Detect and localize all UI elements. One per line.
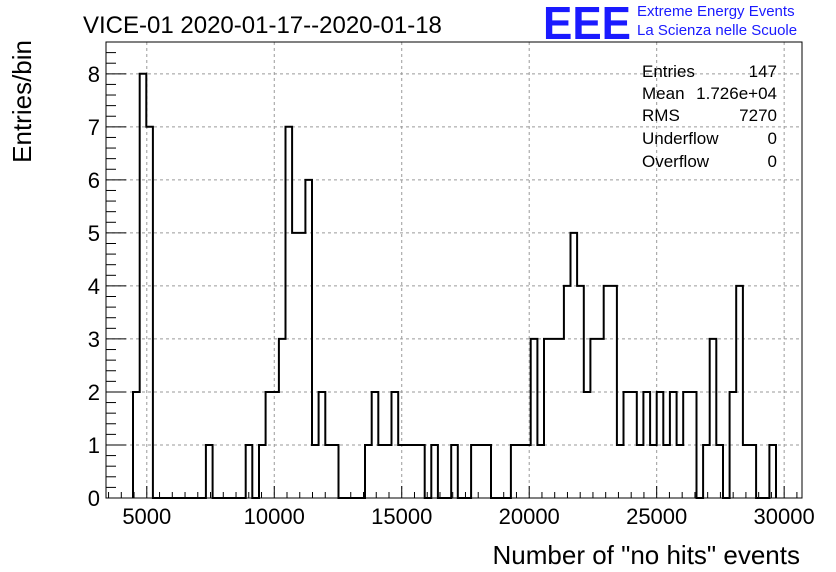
x-tick-label: 20000: [499, 504, 560, 529]
x-tick-label: 10000: [244, 504, 305, 529]
y-tick-label: 6: [88, 168, 100, 193]
y-tick-label: 4: [88, 274, 100, 299]
stats-overflow-label: Overflow: [642, 152, 710, 171]
x-tick-label: 5000: [122, 504, 171, 529]
stats-entries-value: 147: [749, 62, 777, 81]
stats-rms-label: RMS: [642, 106, 680, 125]
stats-entries-label: Entries: [642, 62, 695, 81]
y-axis-ticks: 0 1 2 3 4 5 6 7 8: [88, 52, 126, 511]
histogram-outline: [132, 72, 777, 499]
stats-underflow-value: 0: [768, 129, 777, 148]
stats-mean-value: 1.726e+04: [696, 84, 777, 103]
y-axis-label: Entries/bin: [7, 40, 37, 163]
stats-rms-value: 7270: [739, 106, 777, 125]
chart-title: VICE-01 2020-01-17--2020-01-18: [83, 12, 442, 39]
y-tick-label: 1: [88, 433, 100, 458]
x-tick-label: 15000: [371, 504, 432, 529]
eee-logo-mark: EEE: [543, 2, 631, 42]
eee-logo-text: Extreme Energy Events La Scienza nelle S…: [637, 2, 797, 40]
plot-frame: [105, 41, 803, 499]
stats-overflow-value: 0: [768, 152, 777, 171]
stats-mean-label: Mean: [642, 84, 685, 103]
y-tick-label: 5: [88, 221, 100, 246]
y-tick-label: 2: [88, 380, 100, 405]
x-tick-label: 25000: [626, 504, 687, 529]
x-tick-label: 30000: [754, 504, 815, 529]
stats-underflow-label: Underflow: [642, 129, 719, 148]
y-tick-label: 7: [88, 115, 100, 140]
y-tick-label: 3: [88, 327, 100, 352]
x-axis-label: Number of "no hits" events: [493, 540, 801, 570]
stats-box: Entries 147 Mean 1.726e+04 RMS 7270 Unde…: [642, 62, 777, 171]
y-tick-label: 8: [88, 62, 100, 87]
logo-line-1: Extreme Energy Events: [637, 3, 795, 20]
logo-line-2: La Scienza nelle Scuole: [637, 22, 798, 39]
x-axis-ticks: 5000 10000 15000 20000 25000 30000: [108, 486, 815, 529]
grid-layer: [106, 42, 802, 498]
eee-logo-icon: EEE: [543, 2, 631, 42]
y-tick-label: 0: [88, 486, 100, 511]
